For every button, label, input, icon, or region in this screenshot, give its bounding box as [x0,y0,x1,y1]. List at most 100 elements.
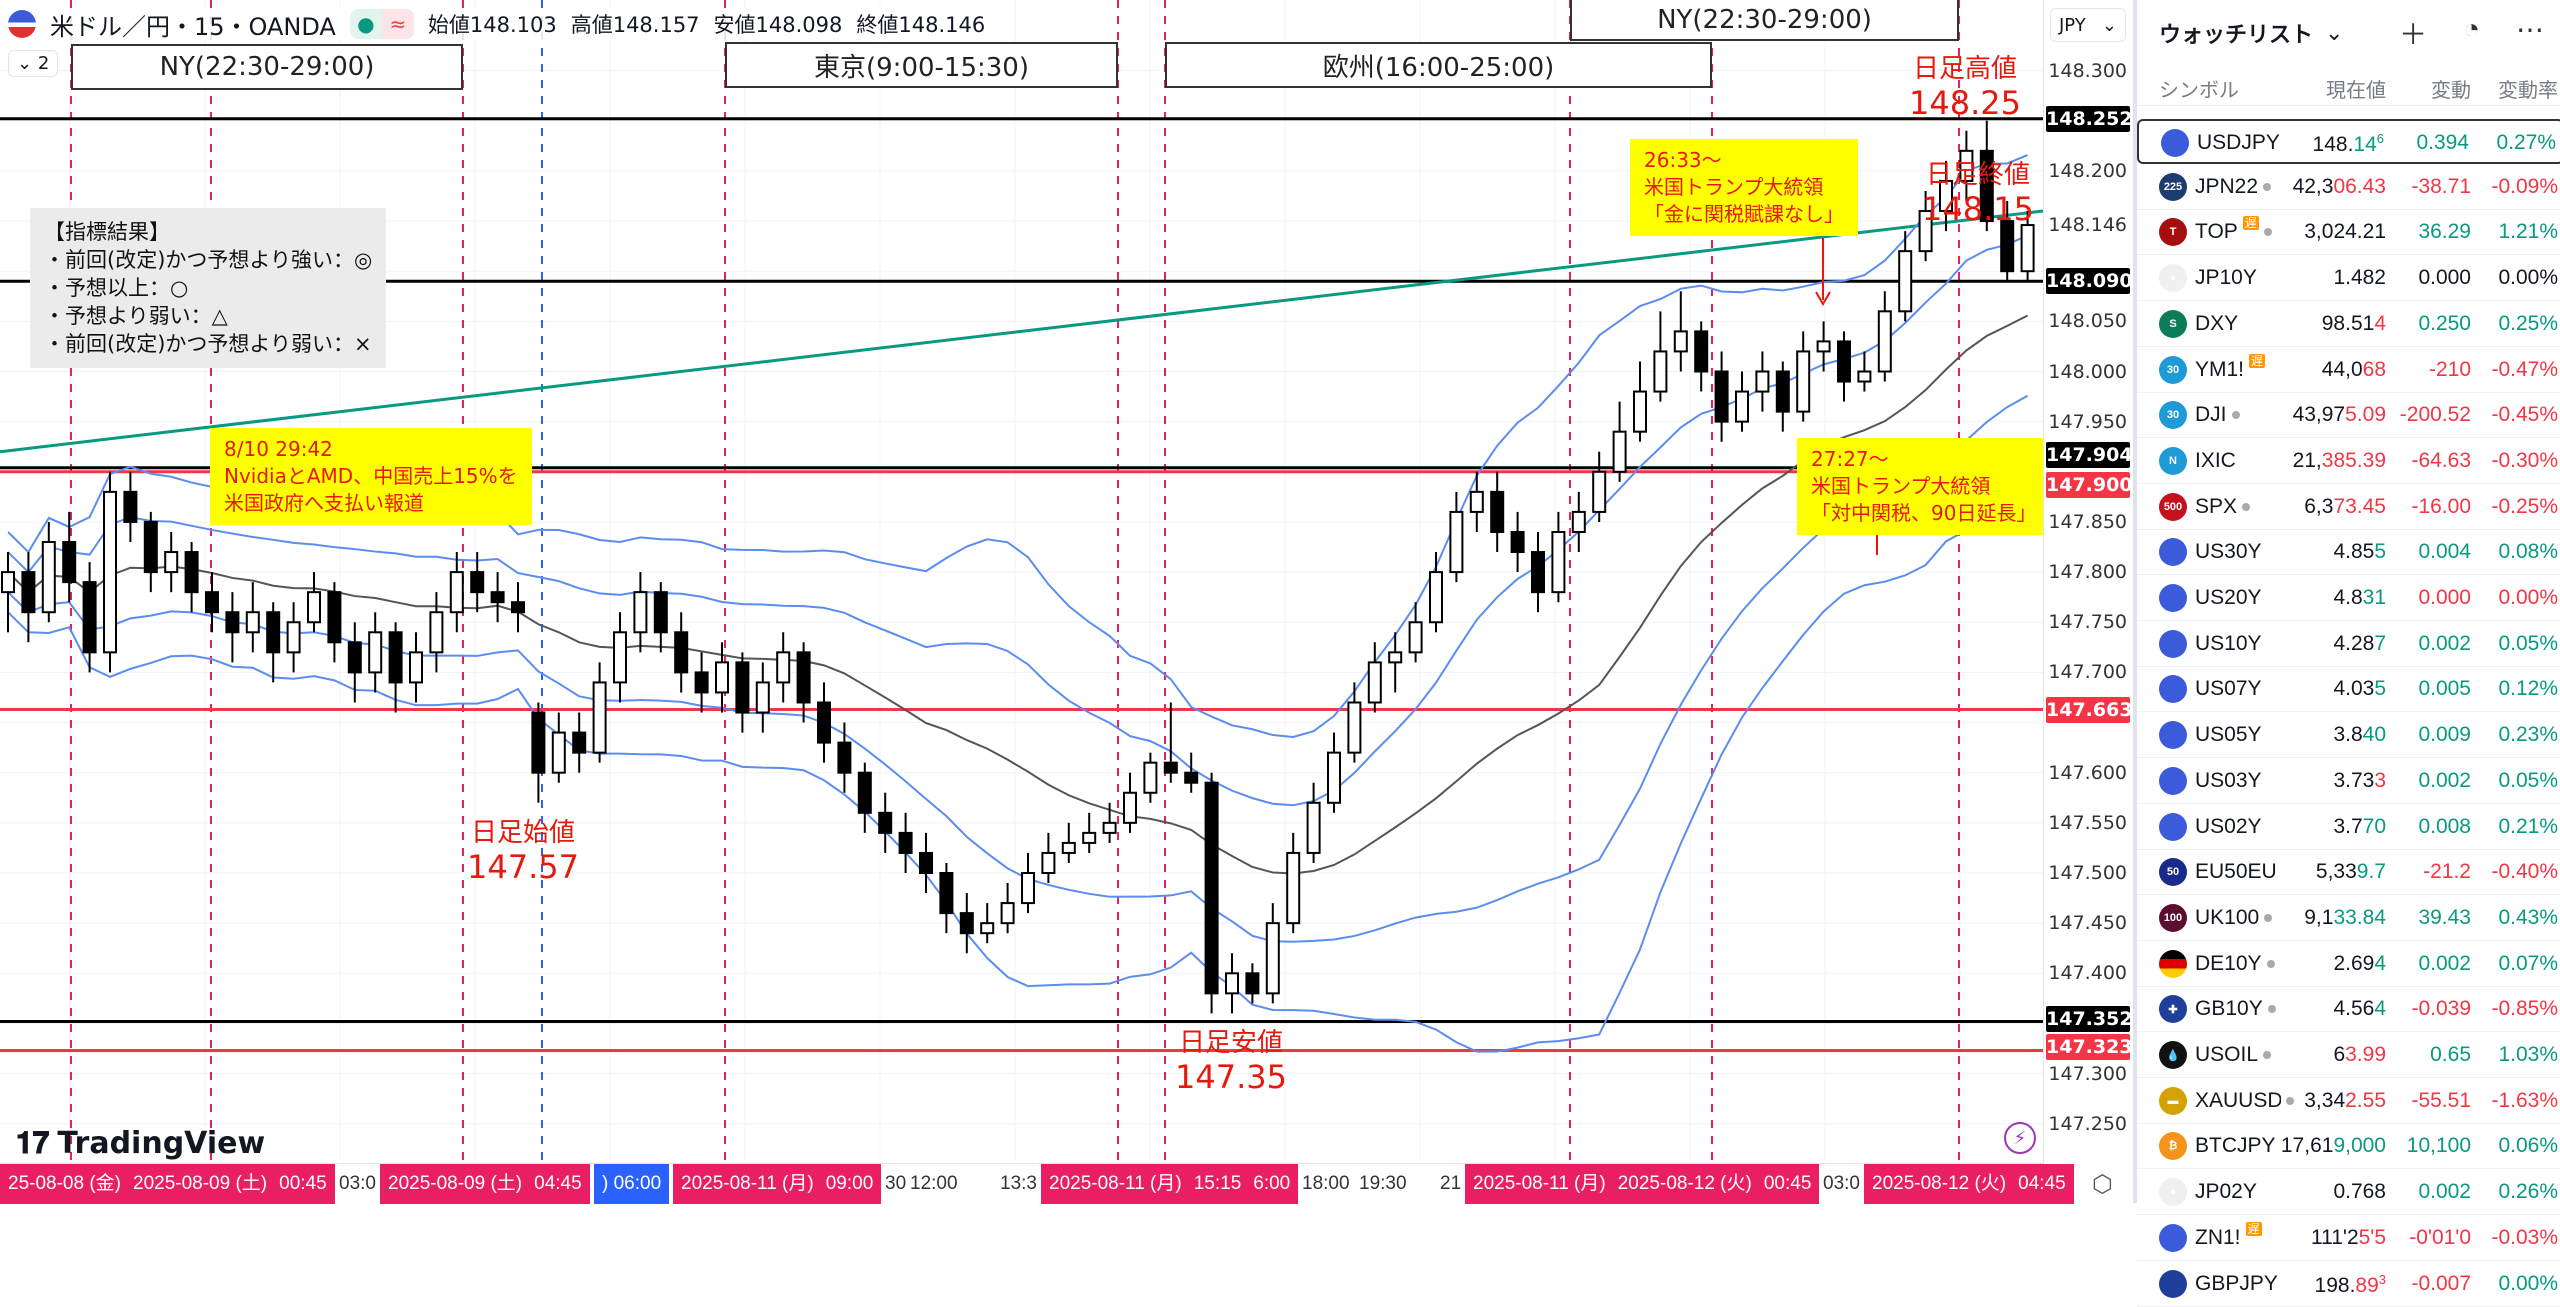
bollinger-upper-1 [7,234,2029,807]
candle-body [82,581,97,654]
session-box-ny[interactable]: NY(22:30-29:00) [71,44,463,90]
pie-chart-icon[interactable]: ◔ [2463,13,2480,44]
last-price: 21,385.39 [2293,449,2386,473]
time-axis[interactable]: 25-08-08 (金) 2025-08-09 (土) 00:45 03:0 2025-… [0,1163,2074,1204]
news-note-china-tariff[interactable]: 27:27～ 米国トランプ大統領 「対中関税、90日延長」 [1797,438,2051,535]
watchlist-row-eu50eu[interactable]: 50 EU50EU 5,339.7 -21.2 -0.40% [2137,850,2560,896]
session-box-ny-2[interactable]: NY(22:30-29:00) [1570,0,1959,41]
symbol-name: US10Y [2195,631,2262,655]
watchlist-row-xauusd[interactable]: ▬ XAUUSD 3,342.55 -55.51 -1.63% [2137,1079,2560,1124]
change: 0.005 [2418,677,2471,701]
session-box-tokyo[interactable]: 東京(9:00-15:30) [725,42,1118,88]
col-change-pct[interactable]: 変動率 [2498,80,2558,102]
col-symbol[interactable]: シンボル [2159,80,2239,102]
sp-500-icon: 500 [2159,492,2187,521]
candle-body [531,711,546,774]
watchlist-row-dji[interactable]: 30 DJI 43,975.09 -200.52 -0.45% [2137,393,2560,439]
price-tick: 148.146 [2048,214,2127,237]
watchlist-row-gb10y[interactable]: ✚ GB10Y 4.564 -0.039 -0.85% [2137,987,2560,1033]
more-icon[interactable]: ⋯ [2516,14,2544,45]
news-note-nvidia[interactable]: 8/10 29:42 NvidiaとAMD、中国売上15%を 米国政府へ支払い報… [210,428,532,525]
delayed-badge: 遅 [2249,353,2266,368]
candle-body [980,922,995,935]
indicator-results-note[interactable]: 【指標結果】 ・前回(改定)かつ予想より強い：◎ ・予想以上：○ ・予想より弱い… [30,208,387,368]
candle-body [898,831,913,854]
change-percent: 0.27% [2496,131,2556,154]
currency-select[interactable]: JPY ⌄ [2050,8,2126,42]
price-changed-digits: 5 [2374,540,2386,564]
watchlist-row-jp10y[interactable]: ● JP10Y 1.482 0.000 0.00% [2137,256,2560,302]
price-changed-digits: 2.55 [2345,1088,2386,1112]
news-note-gold-tariff[interactable]: 26:33～ 米国トランプ大統領 「金に関税賦課なし」 [1630,139,1858,236]
candlestick-chart[interactable] [0,0,2043,1160]
watchlist-row-us20y[interactable]: US20Y 4.831 0.000 0.00% [2137,576,2560,621]
watchlist-row-dxy[interactable]: S DXY 98.514 0.250 0.25% [2137,302,2560,347]
settings-hex-icon[interactable]: ⬡ [2092,1170,2113,1198]
col-change[interactable]: 変動 [2431,80,2471,102]
change-percent: 0.12% [2498,677,2558,701]
watchlist-row-us05y[interactable]: US05Y 3.840 0.009 0.23% [2137,713,2560,759]
tv-logo-icon: 𝟏𝟕 [16,1126,50,1161]
status-pill[interactable]: ● ≈ [349,9,414,39]
tradingview-logo[interactable]: 𝟏𝟕 TradingView [16,1126,265,1161]
time-tag-part: 2025-08-11 (月) [681,1173,814,1194]
price-tick: 147.750 [2048,611,2127,634]
price-tick: 147.400 [2048,962,2127,985]
price-main: 198. [2314,1273,2356,1297]
lightning-icon[interactable]: ⚡ [2004,1122,2036,1154]
change: 0.394 [2416,131,2469,154]
chevron-down-icon[interactable]: ⌄ [2325,20,2344,45]
symbol-cell: BTCJPY [2195,1134,2276,1158]
watchlist-row-gbpjpy[interactable]: GBPJPY 198.893 -0.007 0.00% [2137,1262,2560,1307]
candle-body [1592,470,1607,513]
watchlist-row-us02y[interactable]: US02Y 3.770 0.008 0.21% [2137,805,2560,850]
time-tag: 2025-08-11 (月) 15:15 6:00 [1041,1164,1299,1204]
watchlist-row-uk100[interactable]: 100 UK100 9,133.84 39.43 0.43% [2137,896,2560,941]
candle-body [511,601,525,614]
watchlist-row-btcjpy[interactable]: ₿ BTCJPY 17,619,000 10,100 0.06% [2137,1124,2560,1170]
watchlist-row-us10y[interactable]: US10Y 4.287 0.002 0.05% [2137,622,2560,667]
symbol-name: TOP [2195,220,2238,244]
watchlist-row-us03y[interactable]: US03Y 3.733 0.002 0.05% [2137,759,2560,804]
price-pipette: 3 [2378,1271,2386,1287]
label-text: 日足始値 [470,818,575,848]
candle-body [1000,902,1015,925]
price-chart[interactable] [0,0,2043,1160]
candle-body [21,571,36,614]
note-line: ・前回(改定)かつ予想より強い：◎ [44,248,373,272]
watchlist-row-usdjpy[interactable]: USDJPY 148.146 0.394 0.27% [2137,119,2560,164]
dow-30-icon: 30 [2159,401,2187,430]
symbol-cell: US07Y [2195,677,2262,701]
indicators-toggle[interactable]: ⌄ 2 [8,50,59,77]
candle-body [878,811,893,834]
watchlist-row-ixic[interactable]: N IXIC 21,385.39 -64.63 -0.30% [2137,439,2560,484]
watchlist-row-ym1![interactable]: 30 YM1! 遅 44,068 -210 -0.47% [2137,348,2560,393]
watchlist-row-top[interactable]: T TOP 遅 3,024.21 36.29 1.21% [2137,210,2560,256]
watchlist-row-jpn22[interactable]: 225 JPN22 42,306.43 -38.71 -0.09% [2137,165,2560,210]
change: 0.002 [2418,1180,2471,1204]
watchlist-row-us07y[interactable]: US07Y 4.035 0.005 0.12% [2137,667,2560,713]
watchlist-row-spx[interactable]: 500 SPX 6,373.45 -16.00 -0.25% [2137,485,2560,530]
candle-body [919,851,933,875]
session-box-europe[interactable]: 欧州(16:00-25:00) [1165,42,1712,88]
market-closed-dot-icon [2264,913,2273,922]
price-main: 44,0 [2321,357,2363,381]
last-price: 1.482 [2333,266,2386,290]
watchlist-row-us30y[interactable]: US30Y 4.855 0.004 0.08% [2137,530,2560,576]
price-tick: 147.800 [2048,561,2127,584]
price-tick: 147.300 [2048,1062,2127,1085]
candle-body [1633,390,1647,433]
watchlist-title[interactable]: ウォッチリスト [2159,22,2314,47]
watchlist-row-jp02y[interactable]: ● JP02Y 0.768 0.002 0.26% [2137,1170,2560,1216]
flag-us-icon [2159,1223,2187,1252]
col-price[interactable]: 現在値 [2326,80,2386,102]
watchlist-row-zn1![interactable]: ZN1! 遅 111'25'5 -0'01'0 -0.03% [2137,1216,2560,1261]
watchlist-row-usoil[interactable]: 💧 USOIL 63.99 0.65 1.03% [2137,1033,2560,1078]
add-symbol-icon[interactable]: ＋ [2399,19,2428,50]
symbol-title[interactable]: 米ドル／円・15・OANDA [50,12,336,41]
symbol-cell: USOIL [2195,1043,2272,1067]
price-axis[interactable]: JPY ⌄ 148.300 148.200 148.146 148.050 148.000… [2043,0,2133,1203]
watchlist-row-de10y[interactable]: DE10Y 2.694 0.002 0.07% [2137,942,2560,987]
symbol-cell: ZN1! 遅 [2195,1221,2262,1250]
candle-body [796,651,811,704]
